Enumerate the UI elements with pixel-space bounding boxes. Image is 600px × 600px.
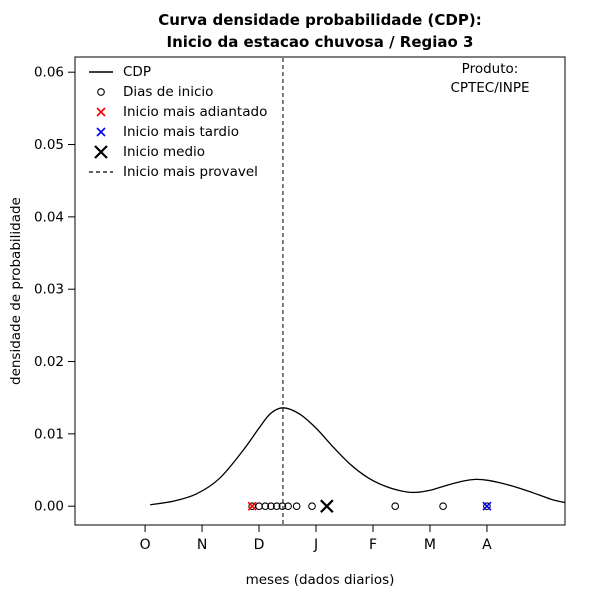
- product-annotation: Produto: CPTEC/INPE: [415, 60, 565, 98]
- legend-item-latest: Inicio mais tardio: [88, 122, 267, 142]
- chart-title: Curva densidade probabilidade (CDP): Ini…: [75, 9, 565, 53]
- legend-item-cdp: CDP: [88, 62, 267, 82]
- open-circle-icon: [97, 88, 105, 96]
- legend-label-most-probable: Inicio mais provavel: [123, 164, 258, 180]
- y-tick-label: 0.03: [34, 282, 64, 298]
- onset-day-point: [308, 502, 316, 511]
- y-tick-label: 0.00: [34, 499, 64, 515]
- y-tick-label: 0.06: [34, 65, 64, 81]
- legend: CDP Dias de inicio Inicio mais adiantado…: [88, 62, 267, 182]
- legend-label-latest: Inicio mais tardio: [123, 124, 239, 140]
- x-axis-label: meses (dados diarios): [245, 572, 395, 588]
- dashed-line-icon: [89, 171, 113, 173]
- onset-day-point: [483, 502, 491, 511]
- earliest-onset-marker: [247, 501, 257, 511]
- x-tick-label: N: [197, 537, 207, 553]
- onset-day-point: [272, 502, 281, 511]
- x-tick-label: D: [254, 537, 265, 553]
- legend-label-cdp: CDP: [123, 64, 151, 80]
- legend-label-onset-days: Dias de inicio: [123, 84, 214, 100]
- cdp-curve: [150, 407, 566, 506]
- x-tick-label: F: [369, 537, 377, 553]
- y-tick-label: 0.05: [34, 137, 64, 153]
- onset-day-point: [292, 502, 301, 511]
- y-axis-label: densidade de probabilidade: [8, 197, 24, 385]
- onset-day-point: [255, 502, 263, 511]
- x-tick-label: J: [313, 537, 318, 553]
- solid-line-icon: [89, 71, 113, 73]
- onset-day-point: [278, 502, 287, 511]
- product-annotation-line2: CPTEC/INPE: [450, 80, 530, 96]
- legend-item-mean: Inicio medio: [88, 142, 267, 162]
- x-tick-label: M: [424, 537, 436, 553]
- y-tick-label: 0.04: [34, 209, 64, 225]
- blue-cross-icon: [96, 127, 106, 137]
- onset-day-point: [439, 502, 447, 511]
- onset-day-point: [391, 502, 400, 511]
- legend-item-earliest: Inicio mais adiantado: [88, 102, 267, 122]
- onset-day-point: [284, 502, 292, 511]
- latest-onset-marker: [482, 501, 492, 511]
- legend-item-onset-days: Dias de inicio: [88, 82, 267, 102]
- onset-day-point: [261, 502, 270, 511]
- product-annotation-line1: Produto:: [461, 61, 519, 77]
- x-tick-label: O: [140, 537, 151, 553]
- red-cross-icon: [96, 107, 106, 117]
- legend-item-most-probable: Inicio mais provavel: [88, 162, 267, 182]
- black-cross-icon: [94, 145, 108, 159]
- legend-label-earliest: Inicio mais adiantado: [123, 104, 268, 120]
- chart-title-line1: Curva densidade probabilidade (CDP):: [158, 11, 482, 29]
- onset-day-point: [267, 502, 275, 511]
- mean-onset-marker: [320, 499, 334, 513]
- plot-border: [74, 56, 566, 526]
- x-tick-label: A: [482, 537, 492, 553]
- legend-label-mean: Inicio medio: [123, 144, 206, 160]
- y-tick-label: 0.02: [34, 354, 64, 370]
- y-tick-label: 0.01: [34, 426, 64, 442]
- chart-title-line2: Inicio da estacao chuvosa / Regiao 3: [166, 33, 474, 51]
